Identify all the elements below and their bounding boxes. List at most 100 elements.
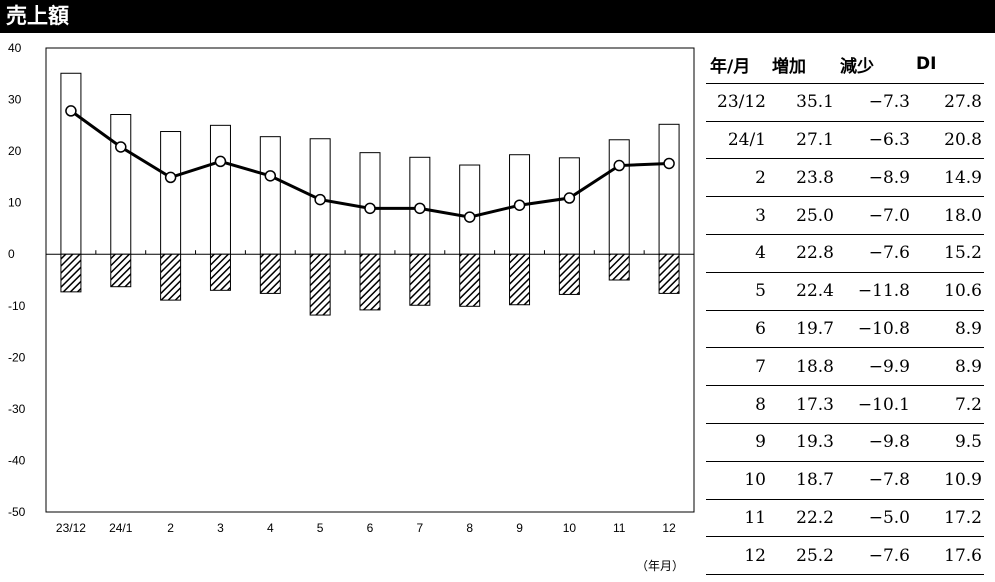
cell-increase: 22.2 bbox=[768, 499, 836, 538]
di-point bbox=[65, 105, 77, 117]
cell-decrease: −6.3 bbox=[836, 121, 912, 160]
di-point bbox=[314, 193, 326, 206]
cell-month: 10 bbox=[706, 461, 768, 500]
cell-month: 7 bbox=[706, 347, 768, 387]
bar-decrease bbox=[359, 253, 381, 311]
cell-month: 11 bbox=[706, 499, 768, 538]
y-tick-label: 40 bbox=[8, 41, 22, 55]
cell-decrease: −10.8 bbox=[836, 310, 912, 349]
table-row: 3 25.0 −7.0 18.0 bbox=[706, 196, 984, 235]
cell-increase: 17.3 bbox=[768, 385, 836, 424]
bar-decrease bbox=[509, 253, 531, 306]
di-point bbox=[214, 155, 227, 168]
bar-decrease bbox=[459, 253, 481, 307]
cell-decrease: −9.8 bbox=[836, 423, 912, 462]
cell-decrease: −8.9 bbox=[836, 158, 912, 198]
bar-increase bbox=[160, 131, 182, 255]
table-row: 9 19.3 −9.8 9.5 bbox=[706, 423, 984, 462]
di-point bbox=[513, 199, 526, 211]
bar-increase bbox=[60, 72, 82, 255]
table-row: 12 25.2 −7.6 17.6 bbox=[706, 536, 984, 576]
y-tick-label: 30 bbox=[8, 93, 22, 107]
cell-decrease: −10.1 bbox=[836, 385, 912, 424]
di-point bbox=[414, 202, 426, 215]
cell-month: 24/1 bbox=[706, 121, 768, 160]
cell-increase: 22.8 bbox=[768, 234, 836, 273]
table-header-row: 年/月 増加 減少 DI bbox=[706, 46, 984, 84]
cell-month: 5 bbox=[706, 272, 768, 311]
cell-month: 23/12 bbox=[706, 83, 768, 122]
x-axis-unit-note: （年月） bbox=[636, 559, 685, 573]
cell-decrease: −7.3 bbox=[836, 83, 912, 122]
header-di: DI bbox=[912, 46, 984, 84]
di-point bbox=[463, 211, 476, 223]
bar-increase bbox=[608, 139, 630, 255]
cell-di: 27.8 bbox=[912, 83, 984, 122]
di-point bbox=[115, 141, 127, 153]
di-point bbox=[164, 171, 177, 184]
cell-increase: 22.4 bbox=[768, 272, 836, 311]
cell-di: 9.5 bbox=[912, 423, 984, 462]
y-tick-label: -20 bbox=[8, 350, 26, 364]
sales-chart: 40 30 20 10 0 -10 -20 -30 -40 -50 23/12 24/1 2 3 4 5 6 7… bbox=[8, 41, 695, 535]
cell-decrease: −9.9 bbox=[836, 347, 912, 387]
bar-decrease bbox=[209, 253, 231, 291]
x-tick-label: 10 bbox=[563, 521, 577, 535]
header-increase: 増加 bbox=[768, 46, 836, 84]
di-point bbox=[563, 192, 576, 204]
bar-increase bbox=[459, 164, 481, 255]
y-tick-label: -10 bbox=[8, 299, 26, 313]
cell-decrease: −11.8 bbox=[836, 272, 912, 311]
di-point bbox=[364, 202, 376, 215]
header-decrease: 減少 bbox=[836, 46, 912, 84]
table-row: 4 22.8 −7.6 15.2 bbox=[706, 234, 984, 273]
cell-di: 7.2 bbox=[912, 385, 984, 424]
y-tick-label: 20 bbox=[8, 144, 22, 158]
cell-month: 3 bbox=[706, 196, 768, 235]
table-row: 6 19.7 −10.8 8.9 bbox=[706, 310, 984, 349]
cell-decrease: −7.8 bbox=[836, 461, 912, 500]
plot-frame bbox=[45, 47, 695, 513]
bar-decrease bbox=[259, 253, 281, 294]
bar-increase bbox=[658, 123, 680, 255]
y-tick-label: 10 bbox=[8, 196, 22, 210]
cell-di: 10.6 bbox=[912, 272, 984, 311]
bar-decrease bbox=[558, 253, 580, 295]
table-row: 24/1 27.1 −6.3 20.8 bbox=[706, 121, 984, 160]
table-body: 23/12 35.1 −7.3 27.8 24/1 27.1 −6.3 20.8 2 23.8 −8… bbox=[706, 83, 984, 576]
title-bar: 売上額 bbox=[0, 0, 995, 33]
cell-di: 10.9 bbox=[912, 461, 984, 500]
cell-increase: 27.1 bbox=[768, 121, 836, 160]
cell-increase: 18.8 bbox=[768, 347, 836, 387]
cell-increase: 25.2 bbox=[768, 536, 836, 576]
cell-increase: 18.7 bbox=[768, 461, 836, 500]
cell-di: 8.9 bbox=[912, 347, 984, 387]
cell-month: 6 bbox=[706, 310, 768, 349]
bar-decrease bbox=[60, 253, 82, 293]
cell-month: 2 bbox=[706, 158, 768, 198]
y-tick-label: -30 bbox=[8, 402, 26, 416]
cell-decrease: −7.6 bbox=[836, 536, 912, 576]
cell-decrease: −5.0 bbox=[836, 499, 912, 538]
cell-month: 9 bbox=[706, 423, 768, 462]
x-tick-label: 6 bbox=[367, 521, 374, 535]
y-tick-label: 0 bbox=[8, 247, 15, 261]
cell-di: 17.2 bbox=[912, 499, 984, 538]
cell-di: 17.6 bbox=[912, 536, 984, 576]
bar-decrease bbox=[160, 253, 182, 301]
bar-decrease bbox=[658, 253, 680, 294]
y-tick-label: -40 bbox=[8, 453, 26, 467]
bar-decrease bbox=[110, 253, 132, 288]
x-tick-label: 8 bbox=[466, 521, 473, 535]
cell-decrease: −7.6 bbox=[836, 234, 912, 273]
x-tick-label: 9 bbox=[516, 521, 523, 535]
header-month: 年/月 bbox=[706, 46, 768, 84]
table-row: 5 22.4 −11.8 10.6 bbox=[706, 272, 984, 311]
x-tick-label: 12 bbox=[662, 521, 676, 535]
table-row: 2 23.8 −8.9 14.9 bbox=[706, 158, 984, 198]
table-row: 7 18.8 −9.9 8.9 bbox=[706, 347, 984, 387]
bar-increase bbox=[259, 136, 281, 255]
table-row: 23/12 35.1 −7.3 27.8 bbox=[706, 83, 984, 122]
cell-di: 18.0 bbox=[912, 196, 984, 235]
table-row: 8 17.3 −10.1 7.2 bbox=[706, 385, 984, 424]
